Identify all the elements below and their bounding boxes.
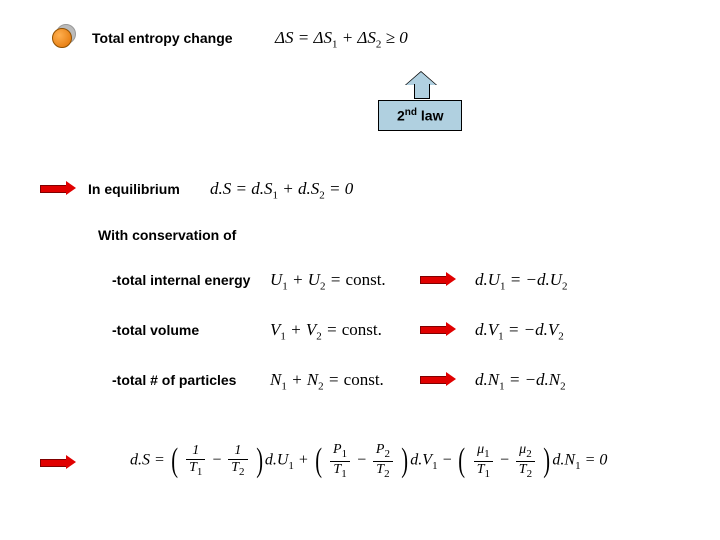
final-equation: d.S = ( 1T1 − 1T2 )d.U1 + ( P1T1 − P2T2 … [130,442,607,480]
conservation-heading: With conservation of [98,227,236,243]
conservation-item-2-eq2: d.N1 = −d.N2 [475,370,566,392]
title-formula: ΔS = ΔS1 + ΔS2 ≥ 0 [275,28,408,50]
law-box-sup: nd [405,107,417,118]
arrow-item-1-icon [420,322,456,336]
title-label: Total entropy change [92,30,233,46]
arrow-equilibrium-icon [40,181,76,195]
law-box-after: law [417,108,443,124]
bullet-icon [52,28,72,48]
conservation-item-0-eq1: U1 + U2 = const. [270,270,386,292]
law-box-num: 2 [397,108,405,124]
conservation-item-1-eq2: d.V1 = −d.V2 [475,320,564,342]
up-arrow-icon [406,72,436,98]
conservation-item-2-label: -total # of particles [112,372,236,388]
arrow-item-2-icon [420,372,456,386]
conservation-item-0-label: -total internal energy [112,272,250,288]
second-law-box: 2nd law [378,100,462,131]
arrow-item-0-icon [420,272,456,286]
conservation-item-2-eq1: N1 + N2 = const. [270,370,384,392]
conservation-item-1-eq1: V1 + V2 = const. [270,320,382,342]
arrow-final-icon [40,455,76,469]
equilibrium-formula: d.S = d.S1 + d.S2 = 0 [210,179,353,201]
equilibrium-label: In equilibrium [88,181,180,197]
conservation-item-0-eq2: d.U1 = −d.U2 [475,270,568,292]
conservation-item-1-label: -total volume [112,322,199,338]
